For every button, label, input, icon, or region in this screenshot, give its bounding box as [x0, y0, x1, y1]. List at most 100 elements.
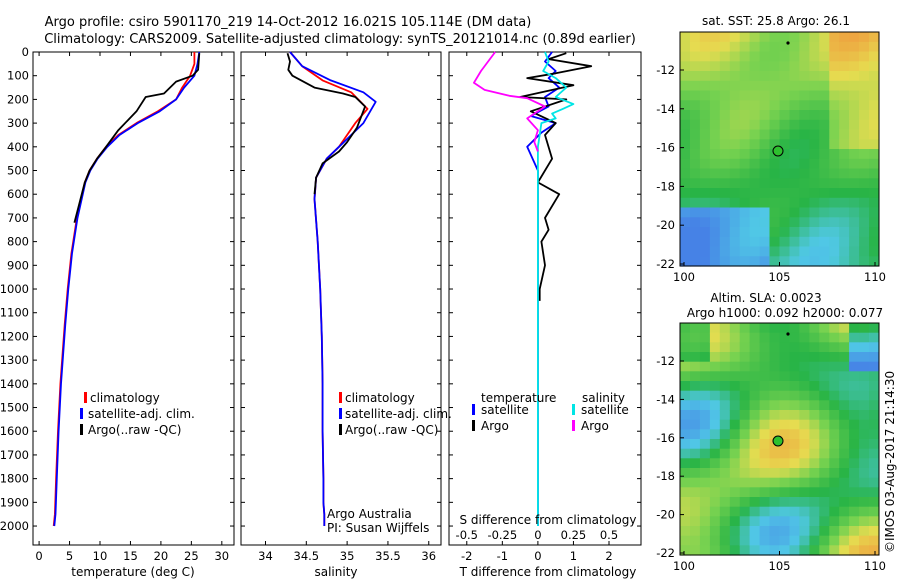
map-cell	[680, 227, 691, 238]
map-cell	[839, 526, 850, 537]
map-cell	[680, 71, 691, 82]
map-cell	[859, 506, 870, 517]
map-cell	[779, 188, 790, 199]
map-cell	[719, 371, 731, 382]
map-cell	[789, 110, 800, 121]
map-cell	[719, 90, 731, 101]
map-cell	[749, 448, 761, 459]
map-cell	[849, 448, 860, 459]
map-cell	[769, 139, 780, 150]
map-cell	[759, 207, 771, 218]
map-cell	[859, 41, 870, 53]
map-cell	[719, 110, 731, 121]
sla-map-title-2: Argo h1000: 0.092 h2000: 0.077	[687, 306, 883, 320]
map-cell	[789, 516, 800, 527]
map-cell	[819, 256, 830, 267]
map-cell	[709, 429, 721, 440]
map-cell	[739, 458, 751, 469]
map-cell	[749, 188, 761, 199]
map-cell	[789, 487, 800, 498]
map-cell	[799, 139, 810, 150]
map-cell	[849, 545, 860, 556]
map-cell	[849, 100, 860, 111]
legend-satellite-adj: satellite-adj. clim.	[345, 407, 452, 421]
map-cell	[690, 90, 701, 101]
map-cell	[819, 149, 830, 160]
map-cell	[839, 139, 850, 150]
map-cell	[709, 256, 721, 267]
map-cell	[739, 71, 751, 82]
map-cell	[789, 129, 800, 140]
map-cell	[869, 526, 880, 537]
map-cell	[719, 410, 731, 421]
map-cell	[729, 178, 741, 189]
map-cell	[789, 217, 800, 228]
map-cell	[680, 217, 691, 228]
map-cell	[719, 246, 731, 257]
map-y-tick-label: -22	[656, 546, 675, 560]
difference-xlabel: T difference from climatology	[459, 565, 637, 579]
map-cell	[749, 361, 761, 372]
map-cell	[839, 90, 850, 101]
map-cell	[819, 100, 830, 111]
map-cell	[789, 381, 800, 392]
map-cell	[719, 100, 731, 111]
map-cell	[699, 526, 711, 537]
map-cell	[709, 545, 721, 556]
map-cell	[759, 545, 771, 556]
map-cell	[839, 458, 850, 469]
map-cell	[749, 342, 761, 353]
map-cell	[859, 535, 870, 546]
map-cell	[859, 526, 870, 537]
map-cell	[739, 361, 751, 372]
map-cell	[839, 32, 850, 43]
map-cell	[769, 207, 780, 218]
map-cell	[690, 149, 701, 160]
map-cell	[869, 342, 880, 353]
map-cell	[849, 207, 860, 218]
map-cell	[709, 217, 721, 228]
depth-tick-label: 900	[7, 258, 29, 272]
map-cell	[690, 41, 701, 53]
sla-map-panel: Altim. SLA: 0.0023 Argo h1000: 0.092 h20…	[656, 291, 886, 573]
map-cell	[680, 535, 691, 546]
map-cell	[809, 207, 820, 218]
map-cell	[829, 477, 840, 488]
map-cell	[769, 361, 780, 372]
map-cell	[680, 545, 691, 556]
map-cell	[789, 526, 800, 537]
map-cell	[819, 410, 830, 421]
map-cell	[819, 439, 830, 450]
map-cell	[849, 119, 860, 131]
map-cell	[719, 477, 731, 488]
map-cell	[799, 246, 810, 257]
map-cell	[739, 323, 751, 334]
map-cell	[690, 487, 701, 498]
map-cell	[749, 352, 761, 363]
map-cell	[789, 158, 800, 170]
map-cell	[829, 110, 840, 121]
depth-tick-label: 1400	[0, 377, 29, 391]
map-cell	[869, 100, 880, 111]
map-cell	[789, 256, 800, 267]
map-cell	[819, 352, 830, 363]
map-cell	[769, 90, 780, 101]
map-cell	[729, 342, 741, 353]
map-cell	[680, 61, 691, 72]
sla-map-title-1: Altim. SLA: 0.0023	[710, 291, 821, 305]
map-cell	[690, 100, 701, 111]
map-cell	[759, 535, 771, 546]
map-cell	[769, 526, 780, 537]
map-cell	[819, 545, 830, 556]
map-cell	[799, 100, 810, 111]
map-cell	[729, 458, 741, 469]
map-cell	[749, 497, 761, 508]
map-cell	[739, 545, 751, 556]
map-cell	[809, 100, 820, 111]
map-cell	[819, 342, 830, 353]
salinity-plot-frame	[240, 51, 442, 546]
map-cell	[779, 139, 790, 150]
map-cell	[709, 119, 721, 131]
legend-climatology: climatology	[345, 391, 415, 405]
map-cell	[729, 51, 741, 62]
